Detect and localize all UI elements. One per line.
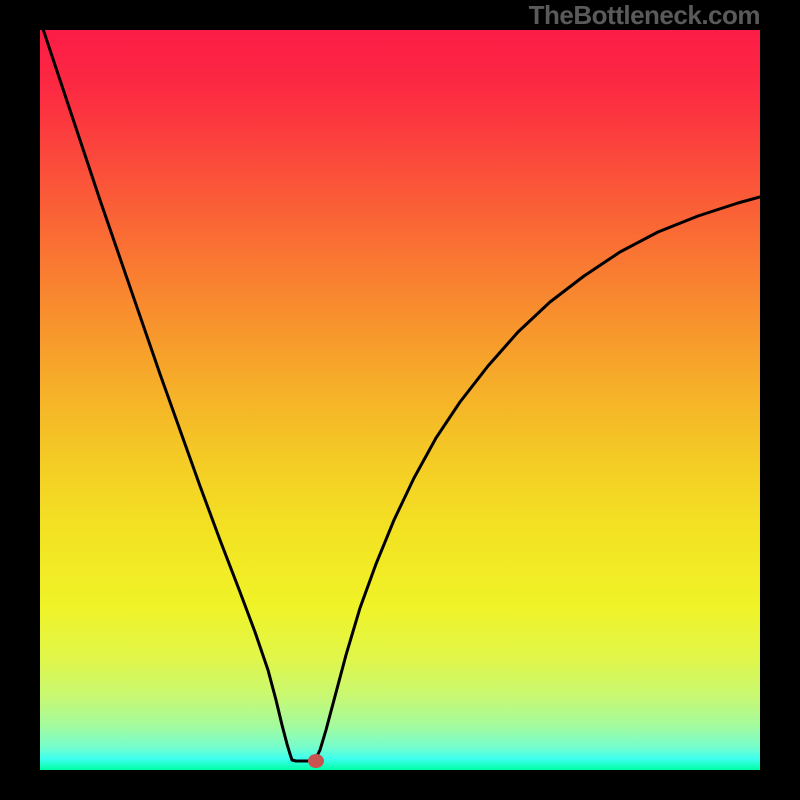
plot-area (40, 30, 760, 770)
plot-frame (0, 0, 800, 800)
chart-stage: TheBottleneck.com (0, 0, 800, 800)
optimum-marker (308, 754, 324, 768)
bottleneck-curve (40, 30, 760, 770)
watermark-text: TheBottleneck.com (529, 0, 760, 31)
